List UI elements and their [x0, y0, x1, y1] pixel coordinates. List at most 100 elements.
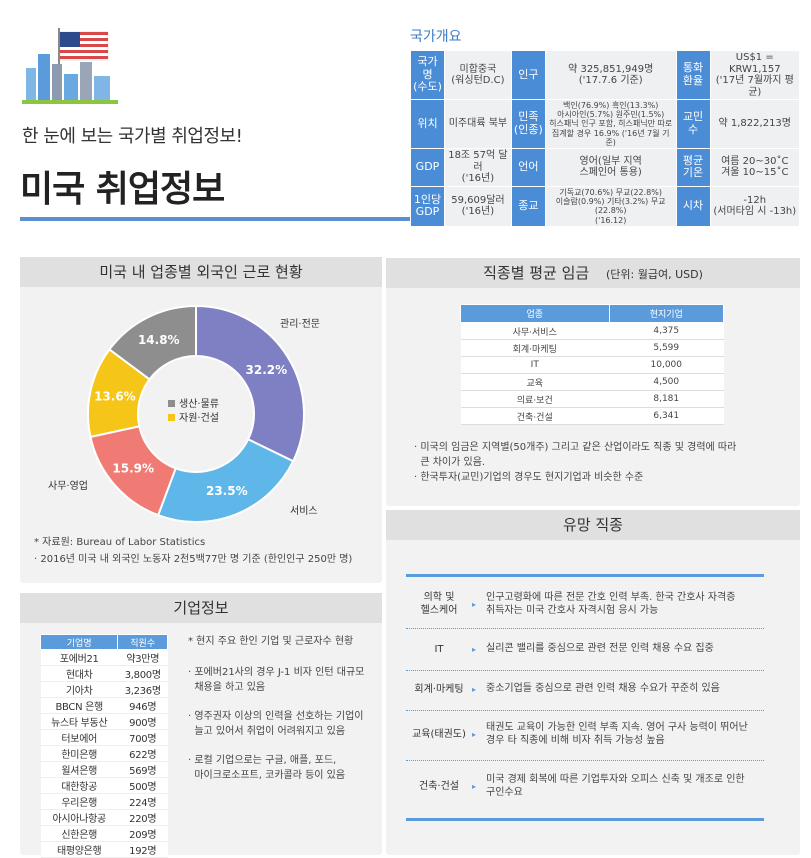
job-divider: [406, 670, 764, 671]
donut-value-label: 15.9%: [112, 461, 154, 475]
overview-value: 59,609달러 ('16년): [444, 185, 512, 227]
arrow-right-icon: ▸: [472, 781, 477, 791]
company-row: BBCN 은행 946명: [40, 697, 168, 714]
wage-row: IT 10,000: [460, 356, 724, 374]
overview-label: 시차: [675, 185, 711, 227]
overview-value: 여름 20~30˚C 겨울 10~15˚C: [709, 147, 801, 187]
page-subtitle: 한 눈에 보는 국가별 취업정보!: [22, 126, 243, 147]
company-row: 한미은행 622명: [40, 745, 168, 762]
jobs-panel: 유망 직종: [386, 510, 800, 855]
overview-value: US$1 = KRW1,157 ('17년 7월까지 평균): [709, 50, 801, 100]
company-cell: 터보에어: [40, 729, 118, 746]
company-cell: 946명: [117, 697, 168, 714]
overview-table: 국가명 (수도) 미합중국 (워싱턴D.C) 인구 약 325,851,949명 ('17.…: [410, 50, 801, 227]
overview-label: 민족 (인종): [510, 99, 546, 149]
wage-table: 업종 현지기업 사무·서비스 4,375 회계·마케팅 5,599 IT 10,000 교육 4…: [460, 304, 724, 425]
wage-note: 큰 차이가 있음.: [414, 457, 486, 468]
company-cell: 220명: [117, 809, 168, 826]
job-divider: [406, 710, 764, 711]
overview-label: 평균 기온: [675, 147, 711, 187]
wage-cell: 8,181: [609, 390, 724, 408]
job-name: 건축·건설: [419, 780, 459, 792]
job-name: 의학 및 헬스케어: [420, 592, 458, 616]
wage-cell: 건축·건설: [460, 407, 609, 425]
workers-note: · 2016년 미국 내 외국인 노동자 2천5백77만 명 기준 (한인인구 …: [34, 554, 353, 565]
overview-label: 인구: [510, 50, 546, 100]
company-row: 우리은행 224명: [40, 793, 168, 810]
overview-row: 국가명 (수도) 미합중국 (워싱턴D.C) 인구 약 325,851,949명 ('17.…: [410, 50, 801, 100]
jobs-panel-title: 유망 직종: [386, 510, 800, 540]
job-item: IT ▸ 실리콘 밸리를 중심으로 관련 전문 인력 채용 수요 집중: [406, 632, 764, 666]
company-cell: 500명: [117, 777, 168, 794]
donut-value-label: 32.2%: [246, 363, 288, 377]
wage-cell: 의료·보건: [460, 390, 609, 408]
wage-cell: 4,500: [609, 373, 724, 391]
company-row: 뉴스타 부동산 900명: [40, 713, 168, 730]
company-note: * 현지 주요 한인 기업 및 근로자수 현황: [188, 636, 354, 647]
legend-label: 생산·물류: [179, 398, 219, 410]
wage-row: 회계·마케팅 5,599: [460, 339, 724, 357]
city-flag-icon: [22, 28, 118, 104]
company-row: 터보에어 700명: [40, 729, 168, 746]
company-cell: BBCN 은행: [40, 697, 118, 714]
wage-note: · 미국의 임금은 지역별(50개주) 그리고 같은 산업이라도 직종 및 경력…: [414, 442, 737, 453]
wage-panel-title: 직종별 평균 임금: [483, 264, 590, 282]
company-cell: 약3만명: [117, 649, 168, 666]
company-cell: 224명: [117, 793, 168, 810]
overview-row: 위치 미주대륙 북부 민족 (인종) 백인(76.9%) 흑인(13.3%) 아시아인(5…: [410, 99, 801, 149]
company-cell: 대한항공: [40, 777, 118, 794]
arrow-right-icon: ▸: [472, 684, 477, 694]
company-table: 기업명 직원수 포에버21 약3만명 현대차 3,800명 기아차 3,236명 BBCN 은…: [39, 634, 168, 858]
overview-label: 언어: [510, 147, 546, 187]
company-col-header: 직원수: [117, 634, 168, 650]
workers-panel: 미국 내 업종별 외국인 근로 현황 32.2% 관리·전문 23.5% 서비스 15.…: [20, 257, 382, 583]
job-item: 의학 및 헬스케어 ▸ 인구고령화에 따른 전문 간호 인력 부족. 한국 간호사 자…: [406, 584, 764, 624]
wage-cell: 10,000: [609, 356, 724, 374]
donut-category-label: 서비스: [290, 505, 318, 517]
legend-label: 자원·건설: [179, 412, 219, 424]
donut-slice: [108, 304, 197, 381]
arrow-right-icon: ▸: [472, 599, 477, 609]
overview-value: 영어(일부 지역 스페인어 통용): [544, 147, 677, 187]
company-cell: 신한은행: [40, 825, 118, 842]
donut-value-label: 23.5%: [206, 484, 248, 498]
company-note: · 영주권자 이상의 인력을 선호하는 기업이 늘고 있어서 취업이 어려워지고…: [188, 711, 364, 737]
overview-value: 백인(76.9%) 흑인(13.3%) 아시아인(5.7%) 원주민(1.5%) 히…: [544, 99, 677, 149]
job-divider: [406, 760, 764, 761]
wage-cell: IT: [460, 356, 609, 374]
overview-value: 기독교(70.6%) 무교(22.8%) 이슬람(0.9%) 기타(3.2%) 무…: [544, 185, 677, 227]
jobs-top-rule: [406, 574, 764, 577]
overview-value: 약 1,822,213명: [709, 99, 801, 149]
wage-cell: 6,341: [609, 407, 724, 425]
wage-cell: 교육: [460, 373, 609, 391]
overview-label: 교민수: [675, 99, 711, 149]
overview-label: 국가명 (수도): [410, 50, 445, 100]
company-cell: 192명: [117, 841, 168, 858]
overview-value: 18조 57억 달러 ('16년): [444, 147, 512, 187]
job-item: 건축·건설 ▸ 미국 경제 회복에 따른 기업투자와 오피스 신축 및 개조로 인한…: [406, 766, 764, 806]
company-cell: 569명: [117, 761, 168, 778]
overview-value: 미주대륙 북부: [444, 99, 512, 149]
workers-panel-title: 미국 내 업종별 외국인 근로 현황: [20, 257, 382, 287]
job-item: 회계·마케팅 ▸ 중소기업들 중심으로 관련 인력 채용 수요가 꾸준히 있음: [406, 672, 764, 706]
overview-value: -12h (서머타임 시 -13h): [709, 185, 801, 227]
company-cell: 현대차: [40, 665, 118, 682]
company-row: 아시아나항공 220명: [40, 809, 168, 826]
overview-row: 1인당 GDP 59,609달러 ('16년) 종교 기독교(70.6%) 무교(22.8…: [410, 185, 801, 227]
overview-row: GDP 18조 57억 달러 ('16년) 언어 영어(일부 지역 스페인어 통용) 평균 기…: [410, 147, 801, 187]
wage-row: 의료·보건 8,181: [460, 390, 724, 408]
company-cell: 3,800명: [117, 665, 168, 682]
company-row: 기아차 3,236명: [40, 681, 168, 698]
job-name: IT: [434, 643, 444, 655]
company-row: 신한은행 209명: [40, 825, 168, 842]
overview-label: 1인당 GDP: [410, 185, 445, 227]
overview-title: 국가개요: [410, 29, 462, 45]
workers-source: * 자료원: Bureau of Labor Statistics: [34, 537, 206, 548]
company-cell: 아시아나항공: [40, 809, 118, 826]
wage-note: · 한국투자(교민)기업의 경우도 현지기업과 비슷한 수준: [414, 472, 644, 483]
page-title: 미국 취업정보: [20, 169, 225, 210]
company-cell: 포에버21: [40, 649, 118, 666]
wage-row: 건축·건설 6,341: [460, 407, 724, 425]
donut-category-label: 관리·전문: [280, 318, 320, 330]
overview-label: 위치: [410, 99, 445, 149]
